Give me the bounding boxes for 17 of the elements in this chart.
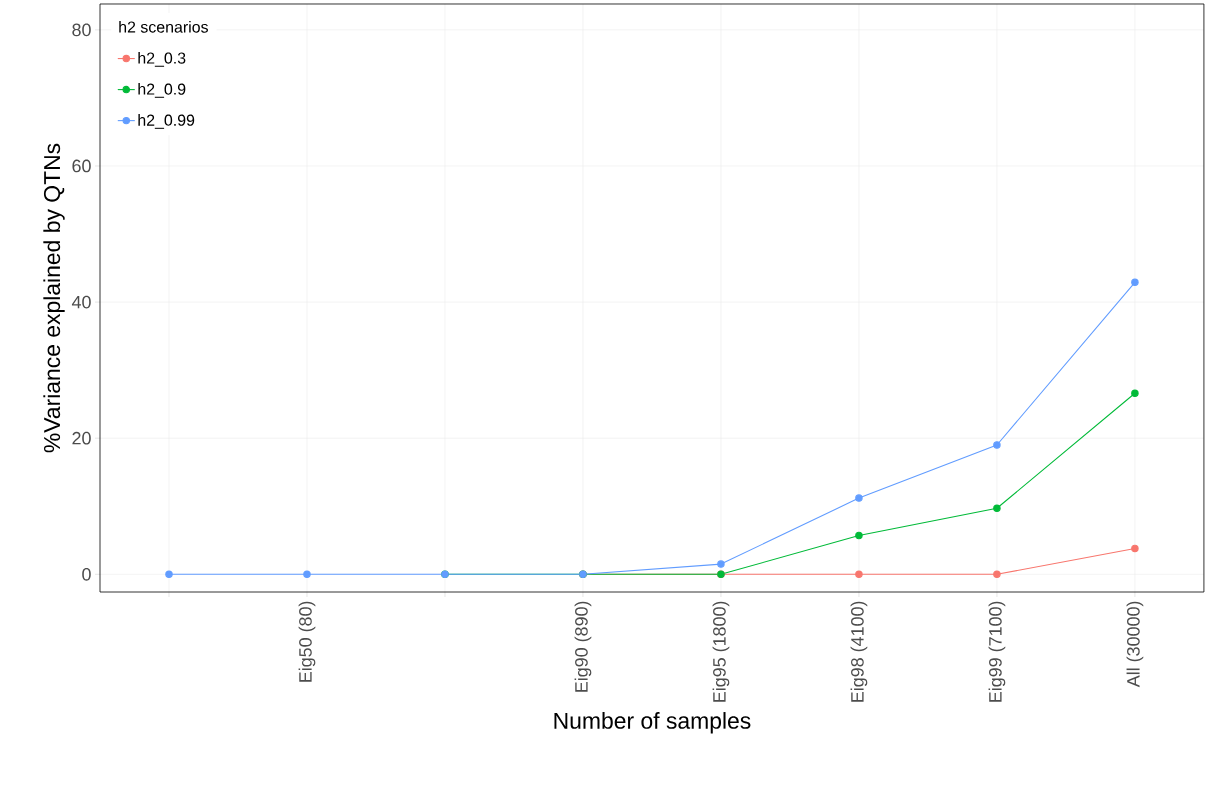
legend-label: h2_0.3	[138, 52, 186, 67]
legend-label: h2_0.99	[138, 114, 195, 129]
legend-title: h2 scenarios	[119, 21, 208, 33]
y-tick-label: 60	[72, 159, 91, 173]
y-tick-label: 40	[71, 295, 91, 309]
x-tick-label: Eig50 (80)	[298, 601, 316, 682]
x-tick-label: All (30000)	[1126, 601, 1144, 688]
y-tick-label: 80	[72, 23, 91, 37]
x-tick-label: Eig99 (7100)	[988, 601, 1006, 702]
y-axis-title: %Variance explained by QTNs	[43, 143, 65, 453]
x-tick-label: Eig90 (890)	[574, 601, 592, 692]
x-tick-label: Eig98 (4100)	[850, 601, 868, 702]
y-tick-label: 20	[72, 431, 91, 445]
y-tick-label: 0	[82, 567, 91, 581]
legend-label: h2_0.9	[138, 83, 186, 98]
x-axis-title: Number of samples	[554, 712, 751, 734]
x-tick-label: Eig95 (1800)	[712, 601, 730, 702]
